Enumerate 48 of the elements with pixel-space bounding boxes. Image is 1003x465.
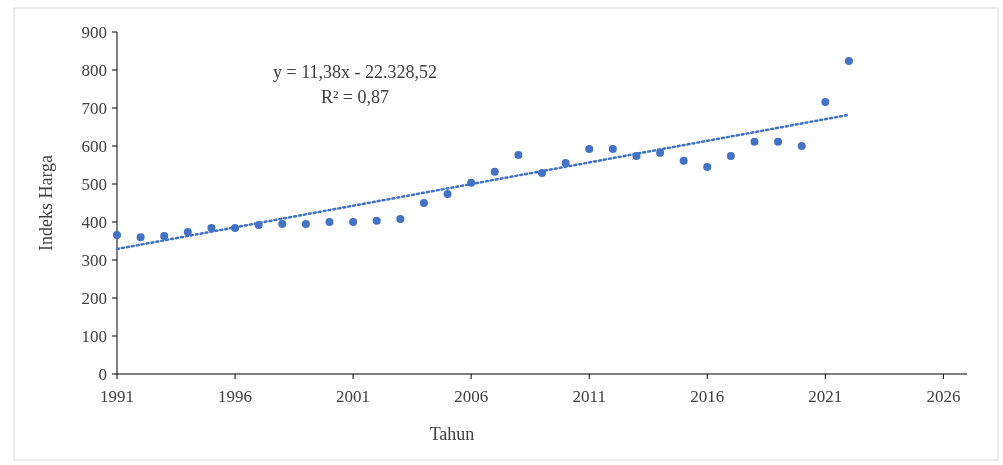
y-tick-label: 0 — [98, 364, 107, 384]
y-axis-title: Indeks Harga — [36, 154, 56, 252]
point — [349, 218, 358, 226]
y-tick-label: 800 — [81, 60, 107, 80]
point — [750, 137, 759, 146]
point — [608, 145, 617, 154]
point — [514, 151, 523, 160]
point — [774, 137, 783, 146]
point — [160, 232, 169, 241]
point — [679, 156, 688, 165]
point — [726, 151, 735, 160]
point — [183, 227, 192, 236]
point — [585, 145, 594, 154]
point — [797, 142, 806, 150]
point — [325, 218, 334, 226]
y-tick-label: 500 — [81, 174, 107, 194]
point — [113, 230, 121, 239]
x-axis-title: Tahun — [429, 424, 475, 444]
annotation: y = 11,38x - 22.328,52 — [273, 62, 437, 82]
point — [278, 219, 287, 228]
y-tick-label: 300 — [81, 250, 107, 270]
y-tick-label: 600 — [81, 136, 107, 156]
point — [396, 214, 405, 223]
x-tick-label: 2026 — [926, 387, 961, 406]
point — [656, 148, 665, 157]
point — [821, 97, 830, 106]
point — [703, 162, 712, 171]
x-tick-label: 2001 — [336, 387, 371, 406]
y-tick-label: 100 — [81, 326, 107, 346]
y-tick-label: 200 — [81, 288, 107, 308]
x-tick-label: 2011 — [572, 387, 606, 406]
point — [419, 199, 428, 207]
y-tick-label: 700 — [81, 98, 107, 118]
x-tick-label: 2016 — [690, 387, 725, 406]
point — [443, 189, 452, 198]
point — [844, 56, 853, 65]
point — [372, 216, 381, 225]
x-tick-label: 1996 — [218, 387, 253, 406]
x-tick-label: 2021 — [808, 387, 843, 406]
point — [490, 167, 499, 176]
point — [136, 233, 145, 242]
point — [301, 219, 310, 228]
y-tick-label: 400 — [81, 212, 107, 232]
point — [561, 159, 570, 168]
x-tick-label: 2006 — [454, 387, 489, 406]
y-tick-label: 900 — [81, 22, 107, 42]
annotation: R² = 0,87 — [320, 87, 390, 107]
x-tick-label: 1991 — [100, 387, 134, 406]
